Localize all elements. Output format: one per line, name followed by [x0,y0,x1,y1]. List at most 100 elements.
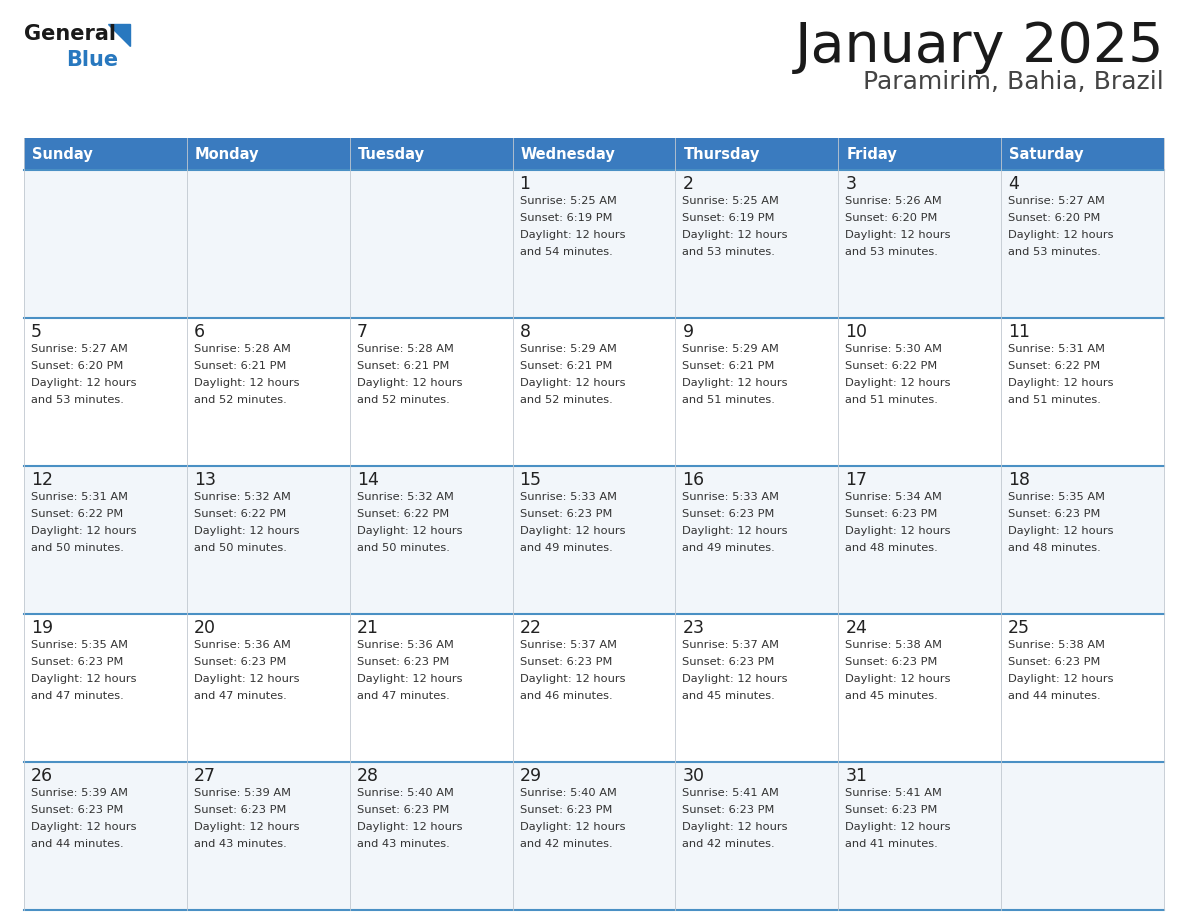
Text: Sunrise: 5:32 AM: Sunrise: 5:32 AM [194,492,291,502]
Text: Daylight: 12 hours: Daylight: 12 hours [356,526,462,536]
Text: Daylight: 12 hours: Daylight: 12 hours [194,674,299,684]
Text: and 49 minutes.: and 49 minutes. [682,543,776,553]
Text: and 44 minutes.: and 44 minutes. [31,839,124,849]
Bar [24,614,1164,762]
Text: Sunset: 6:23 PM: Sunset: 6:23 PM [194,657,286,667]
Text: Sunset: 6:23 PM: Sunset: 6:23 PM [356,657,449,667]
Text: 31: 31 [846,767,867,785]
Text: Sunset: 6:23 PM: Sunset: 6:23 PM [682,805,775,815]
Text: 19: 19 [31,619,53,637]
Text: and 50 minutes.: and 50 minutes. [31,543,124,553]
Text: Sunset: 6:23 PM: Sunset: 6:23 PM [846,657,937,667]
Text: 22: 22 [519,619,542,637]
Text: Sunrise: 5:33 AM: Sunrise: 5:33 AM [682,492,779,502]
Text: 17: 17 [846,471,867,489]
Text: and 53 minutes.: and 53 minutes. [31,395,124,405]
Text: Sunrise: 5:36 AM: Sunrise: 5:36 AM [356,640,454,650]
Text: and 50 minutes.: and 50 minutes. [194,543,286,553]
Text: and 53 minutes.: and 53 minutes. [846,247,939,257]
Text: 10: 10 [846,323,867,341]
Text: and 51 minutes.: and 51 minutes. [682,395,776,405]
Text: 25: 25 [1009,619,1030,637]
Text: 26: 26 [31,767,53,785]
Text: Sunset: 6:22 PM: Sunset: 6:22 PM [194,509,286,519]
Bar [24,466,1164,614]
Text: 15: 15 [519,471,542,489]
Text: Sunrise: 5:29 AM: Sunrise: 5:29 AM [519,344,617,354]
Text: Daylight: 12 hours: Daylight: 12 hours [519,674,625,684]
Text: 29: 29 [519,767,542,785]
Text: Sunset: 6:19 PM: Sunset: 6:19 PM [682,213,775,223]
Text: Sunset: 6:21 PM: Sunset: 6:21 PM [519,361,612,371]
Text: Sunrise: 5:37 AM: Sunrise: 5:37 AM [519,640,617,650]
Text: 11: 11 [1009,323,1030,341]
Text: Sunrise: 5:39 AM: Sunrise: 5:39 AM [194,788,291,798]
Text: 13: 13 [194,471,216,489]
Text: Daylight: 12 hours: Daylight: 12 hours [519,526,625,536]
Text: Daylight: 12 hours: Daylight: 12 hours [356,822,462,832]
Text: Sunset: 6:21 PM: Sunset: 6:21 PM [194,361,286,371]
Text: Sunrise: 5:35 AM: Sunrise: 5:35 AM [1009,492,1105,502]
Text: and 45 minutes.: and 45 minutes. [682,691,776,701]
Text: Daylight: 12 hours: Daylight: 12 hours [356,674,462,684]
Text: Sunrise: 5:40 AM: Sunrise: 5:40 AM [519,788,617,798]
Text: Sunset: 6:23 PM: Sunset: 6:23 PM [519,657,612,667]
Text: Sunrise: 5:32 AM: Sunrise: 5:32 AM [356,492,454,502]
Text: and 48 minutes.: and 48 minutes. [846,543,939,553]
Text: and 47 minutes.: and 47 minutes. [194,691,286,701]
Text: Sunset: 6:23 PM: Sunset: 6:23 PM [682,509,775,519]
Text: and 52 minutes.: and 52 minutes. [194,395,286,405]
Text: Sunrise: 5:35 AM: Sunrise: 5:35 AM [31,640,128,650]
Text: Daylight: 12 hours: Daylight: 12 hours [846,822,950,832]
Bar [349,138,512,170]
Text: January 2025: January 2025 [795,20,1164,74]
Text: Sunset: 6:22 PM: Sunset: 6:22 PM [846,361,937,371]
Text: Sunset: 6:21 PM: Sunset: 6:21 PM [682,361,775,371]
Text: 3: 3 [846,175,857,193]
Text: Friday: Friday [846,147,897,162]
Text: Sunset: 6:23 PM: Sunset: 6:23 PM [1009,657,1100,667]
Text: 27: 27 [194,767,216,785]
Text: and 53 minutes.: and 53 minutes. [1009,247,1101,257]
Text: Sunset: 6:23 PM: Sunset: 6:23 PM [1009,509,1100,519]
Text: 6: 6 [194,323,206,341]
Text: Sunrise: 5:41 AM: Sunrise: 5:41 AM [682,788,779,798]
Text: Sunset: 6:23 PM: Sunset: 6:23 PM [846,805,937,815]
Text: Sunrise: 5:36 AM: Sunrise: 5:36 AM [194,640,291,650]
Text: and 41 minutes.: and 41 minutes. [846,839,939,849]
Polygon shape [108,24,129,46]
Text: Sunset: 6:23 PM: Sunset: 6:23 PM [194,805,286,815]
Text: Sunset: 6:23 PM: Sunset: 6:23 PM [356,805,449,815]
Text: Tuesday: Tuesday [358,147,425,162]
Text: Daylight: 12 hours: Daylight: 12 hours [846,230,950,240]
Bar [676,138,839,170]
Bar [24,762,1164,910]
Text: 7: 7 [356,323,368,341]
Text: 8: 8 [519,323,531,341]
Text: Sunrise: 5:27 AM: Sunrise: 5:27 AM [1009,196,1105,206]
Text: Sunrise: 5:31 AM: Sunrise: 5:31 AM [1009,344,1105,354]
Text: Daylight: 12 hours: Daylight: 12 hours [846,674,950,684]
Text: Sunrise: 5:28 AM: Sunrise: 5:28 AM [194,344,291,354]
Text: Daylight: 12 hours: Daylight: 12 hours [31,674,137,684]
Text: and 51 minutes.: and 51 minutes. [1009,395,1101,405]
Text: Daylight: 12 hours: Daylight: 12 hours [1009,674,1113,684]
Text: Sunset: 6:20 PM: Sunset: 6:20 PM [31,361,124,371]
Text: 5: 5 [31,323,42,341]
Text: and 53 minutes.: and 53 minutes. [682,247,776,257]
Text: Sunday: Sunday [32,147,93,162]
Text: and 51 minutes.: and 51 minutes. [846,395,939,405]
Text: Daylight: 12 hours: Daylight: 12 hours [194,378,299,388]
Text: Daylight: 12 hours: Daylight: 12 hours [194,526,299,536]
Text: Daylight: 12 hours: Daylight: 12 hours [356,378,462,388]
Text: Daylight: 12 hours: Daylight: 12 hours [519,230,625,240]
Text: Daylight: 12 hours: Daylight: 12 hours [31,378,137,388]
Text: and 47 minutes.: and 47 minutes. [356,691,449,701]
Text: Daylight: 12 hours: Daylight: 12 hours [682,230,788,240]
Text: and 47 minutes.: and 47 minutes. [31,691,124,701]
Text: Monday: Monday [195,147,259,162]
Text: Sunrise: 5:28 AM: Sunrise: 5:28 AM [356,344,454,354]
Text: and 54 minutes.: and 54 minutes. [519,247,612,257]
Text: Sunset: 6:22 PM: Sunset: 6:22 PM [31,509,124,519]
Text: 9: 9 [682,323,694,341]
